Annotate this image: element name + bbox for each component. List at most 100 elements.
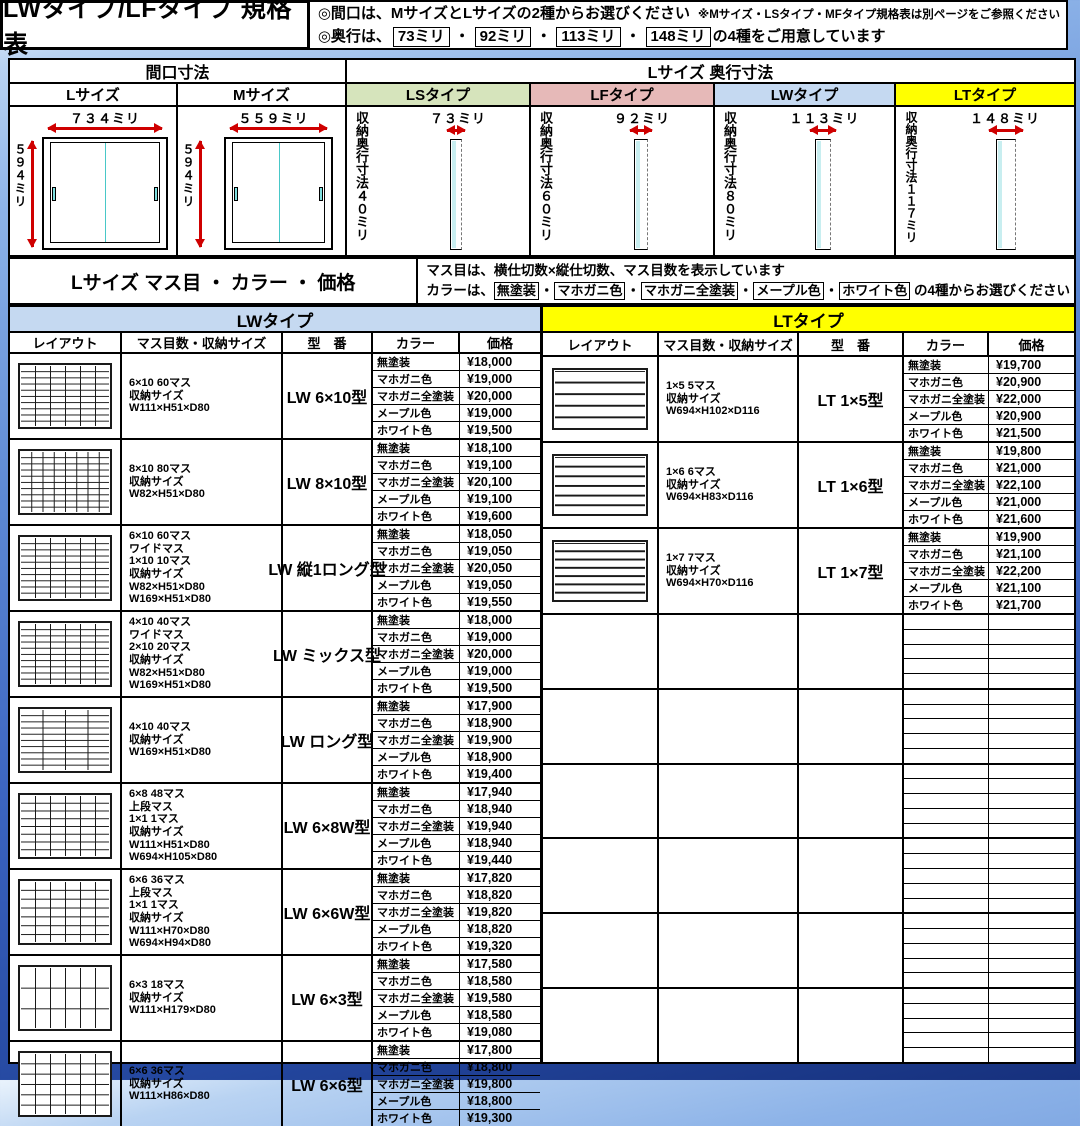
color-label-cell: 無塗装 bbox=[373, 956, 460, 972]
price-value-cell: ¥19,800 bbox=[467, 1077, 513, 1091]
spec-line: 1×1 1マス bbox=[129, 899, 179, 912]
color-label-cell: 無塗装 bbox=[373, 354, 460, 370]
col-header-model: 型 番 bbox=[283, 333, 373, 352]
price-block bbox=[904, 764, 1074, 838]
door-handle-left bbox=[52, 186, 56, 201]
price-value-cell: ¥20,050 bbox=[467, 561, 513, 575]
price-subrow bbox=[904, 734, 1074, 749]
price-value-cell: ¥19,300 bbox=[467, 1111, 513, 1125]
color-label-cell: ホワイト色 bbox=[373, 422, 460, 438]
price-subrow bbox=[904, 989, 1074, 1004]
color-label-cell: ホワイト色 bbox=[904, 597, 989, 613]
layout-cell bbox=[543, 914, 659, 988]
price-block: 無塗装 ¥17,800 マホガニ色 ¥18,800 マホガニ全塗装 ¥19,800 メープル… bbox=[373, 1042, 540, 1126]
product-row: 6×6 36マス 上段マス 1×1 1マス 収納サイズ W111×H70×D80 W694… bbox=[10, 870, 540, 956]
price-value-cell bbox=[989, 1019, 1074, 1033]
price-value-cell: ¥18,050 bbox=[467, 527, 513, 541]
color-label-cell bbox=[904, 748, 989, 763]
option-box: 無塗装 bbox=[493, 282, 539, 300]
price-subrow bbox=[904, 748, 1074, 763]
spec-line: 収納サイズ bbox=[129, 568, 184, 580]
price-subrow: メープル色 ¥21,000 bbox=[904, 494, 1074, 511]
color-label-cell: ホワイト色 bbox=[373, 766, 460, 782]
model-cell bbox=[799, 989, 904, 1062]
spec-line: W169×H51×D80 bbox=[129, 679, 211, 692]
price-value-cell: ¥17,940 bbox=[467, 785, 513, 799]
price-subrow bbox=[904, 719, 1074, 735]
spec-cell: 6×8 48マス 上段マス 1×1 1マス 収納サイズ W111×H51×D80 W694… bbox=[122, 784, 283, 868]
spec-line: ワイドマス bbox=[129, 628, 184, 641]
color-label-cell: マホガニ全塗装 bbox=[373, 990, 460, 1006]
price-subrow: 無塗装 ¥17,900 bbox=[373, 698, 540, 715]
color-label-cell bbox=[904, 779, 989, 794]
price-value-cell: ¥19,000 bbox=[467, 406, 513, 420]
spec-line: 収納サイズ bbox=[129, 733, 184, 746]
price-block: 無塗装 ¥17,940 マホガニ色 ¥18,940 マホガニ全塗装 ¥19,940 メープル… bbox=[373, 784, 540, 868]
inner-depth-label: 収納奥行寸法８０ミリ bbox=[722, 111, 737, 241]
color-note-prefix: カラーは、 bbox=[426, 283, 494, 298]
grid-note-2: カラーは、 無塗装・マホガニ色・マホガニ全塗装・メープル色・ホワイト色 の4種から… bbox=[426, 281, 1070, 301]
price-subrow bbox=[904, 869, 1074, 884]
price-value-cell: ¥19,400 bbox=[467, 767, 513, 781]
price-value-cell bbox=[989, 690, 1074, 704]
spec-line: W169×H51×D80 bbox=[129, 746, 211, 759]
product-row: 8×10 80マス 収納サイズ W82×H51×D80 LW 8×10型 無塗装 ¥18,… bbox=[10, 440, 540, 526]
price-block: 無塗装 ¥17,820 マホガニ色 ¥18,820 マホガニ全塗装 ¥19,820 メープル… bbox=[373, 870, 540, 954]
price-value-cell: ¥18,940 bbox=[467, 802, 513, 816]
color-label-cell bbox=[904, 764, 989, 779]
option-box: 148ミリ bbox=[645, 26, 711, 47]
depth-options: 73ミリ・ 92ミリ・ 113ミリ・ 148ミリ bbox=[391, 26, 713, 47]
price-value-cell: ¥20,000 bbox=[467, 647, 513, 661]
option-separator: ・ bbox=[454, 27, 470, 45]
price-subrow: マホガニ色 ¥18,820 bbox=[373, 887, 540, 904]
col-header-price: 価格 bbox=[1018, 337, 1045, 353]
price-subrow bbox=[904, 808, 1074, 824]
door-handle-left bbox=[234, 186, 238, 201]
price-value-cell bbox=[989, 914, 1074, 928]
depth-diagram-lw: 収納奥行寸法８０ミリ １１３ミリ bbox=[715, 107, 896, 255]
spec-cell: 1×5 5マス 収納サイズ W694×H102×D116 bbox=[659, 357, 799, 441]
price-value-cell: ¥19,500 bbox=[467, 681, 513, 695]
price-subrow: マホガニ全塗装 ¥19,820 bbox=[373, 904, 540, 921]
price-notes-section: Lサイズ マス目 ・ カラー ・ 価格 マス目は、横仕切数×縦仕切数、マス目数を… bbox=[8, 257, 1076, 305]
price-value-cell: ¥19,440 bbox=[467, 853, 513, 867]
spec-line: 1×1 1マス bbox=[129, 813, 179, 826]
price-block: 無塗装 ¥18,100 マホガニ色 ¥19,100 マホガニ全塗装 ¥20,100 メープル… bbox=[373, 440, 540, 524]
product-row bbox=[543, 914, 1074, 990]
col-header-color: カラー bbox=[904, 333, 989, 355]
price-subrow: メープル色 ¥20,900 bbox=[904, 408, 1074, 425]
color-label-cell bbox=[904, 644, 989, 659]
price-subrow: マホガニ色 ¥19,000 bbox=[373, 371, 540, 388]
spec-line: W82×H51×D80 bbox=[129, 580, 205, 593]
spec-line: 上段マス bbox=[129, 886, 173, 899]
color-label-cell bbox=[904, 914, 989, 929]
color-label-cell: 無塗装 bbox=[904, 529, 989, 545]
price-value-cell: ¥21,500 bbox=[996, 426, 1042, 440]
price-value-cell: ¥19,820 bbox=[467, 905, 513, 919]
layout-thumbnail bbox=[18, 965, 112, 1031]
price-value-cell bbox=[989, 765, 1074, 779]
color-label-cell: マホガニ色 bbox=[373, 629, 460, 645]
layout-cell bbox=[10, 956, 122, 1040]
inner-depth-label: 収納奥行寸法１１７ミリ bbox=[904, 111, 918, 243]
price-value-cell: ¥19,050 bbox=[467, 578, 513, 592]
price-subrow bbox=[904, 629, 1074, 645]
color-label-cell: マホガニ全塗装 bbox=[373, 560, 460, 576]
price-value-cell: ¥19,940 bbox=[467, 819, 513, 833]
product-row bbox=[543, 764, 1074, 840]
spec-cell: 1×6 6マス 収納サイズ W694×H83×D116 bbox=[659, 443, 799, 527]
spec-line: 1×6 6マス bbox=[666, 466, 716, 479]
price-value-cell: ¥21,100 bbox=[996, 581, 1042, 595]
color-label-cell: 無塗装 bbox=[373, 440, 460, 456]
price-subrow: マホガニ色 ¥21,100 bbox=[904, 546, 1074, 563]
price-value-cell: ¥17,820 bbox=[467, 871, 513, 885]
price-value-cell: ¥19,050 bbox=[467, 544, 513, 558]
price-subrow bbox=[904, 644, 1074, 660]
color-label-cell: マホガニ色 bbox=[373, 371, 460, 387]
col-header-spec: マス目数・収納サイズ bbox=[122, 333, 283, 352]
layout-cell bbox=[543, 839, 659, 913]
notice-box: ◎間口は、MサイズとLサイズの2種からお選びください ※Mサイズ・LSタイプ・MF… bbox=[309, 0, 1068, 50]
color-label-cell bbox=[904, 989, 989, 1003]
price-block: 無塗装 ¥19,700 マホガニ色 ¥20,900 マホガニ全塗装 ¥22,000 メープル… bbox=[904, 357, 1074, 441]
option-box: マホガニ色 bbox=[554, 282, 626, 300]
